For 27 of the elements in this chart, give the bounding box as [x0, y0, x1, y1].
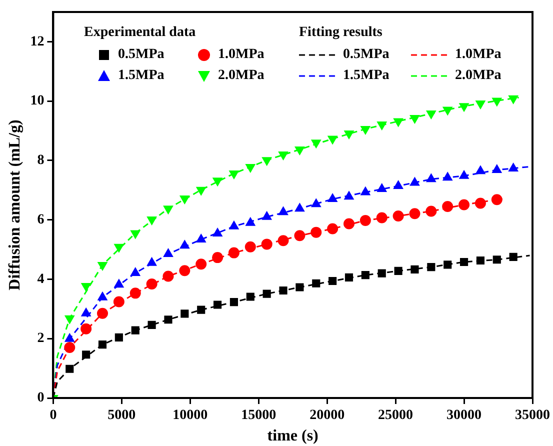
y-tick-label: 6 [37, 212, 44, 228]
y-tick-label: 4 [37, 272, 44, 287]
x-tick-label: 25000 [378, 408, 414, 424]
x-tick-label: 15000 [241, 408, 276, 424]
legend-label: 1.5MPa [343, 67, 390, 85]
legend-label: 0.5MPa [118, 46, 164, 64]
x-tick-label: 30000 [446, 408, 482, 424]
x-axis-title: time (s) [267, 428, 318, 445]
legend-label: 2.0MPa [455, 67, 502, 85]
y-tick-label: 10 [30, 94, 44, 109]
x-tick-label: 35000 [515, 408, 550, 424]
y-tick-label: 2 [37, 331, 44, 346]
legend-label: 2.0MPa [218, 67, 264, 85]
legend-label: 1.0MPa [455, 46, 502, 64]
x-tick-label: 5000 [108, 408, 136, 424]
y-axis-title: Diffusion amount (mL/g) [6, 120, 24, 290]
legend-label: 1.5MPa [118, 67, 164, 85]
y-tick-label: 8 [37, 153, 44, 168]
legend-label: 0.5MPa [343, 46, 390, 64]
legend-label: 1.0MPa [218, 46, 264, 64]
x-tick-label: 0 [50, 408, 57, 424]
x-tick-label: 10000 [172, 408, 208, 424]
annotation: Experimental data [84, 24, 197, 42]
annotation: Fitting results [299, 24, 384, 42]
y-tick-label: 0 [37, 390, 44, 406]
y-tick-label: 12 [30, 34, 44, 50]
x-tick-label: 20000 [310, 408, 345, 424]
